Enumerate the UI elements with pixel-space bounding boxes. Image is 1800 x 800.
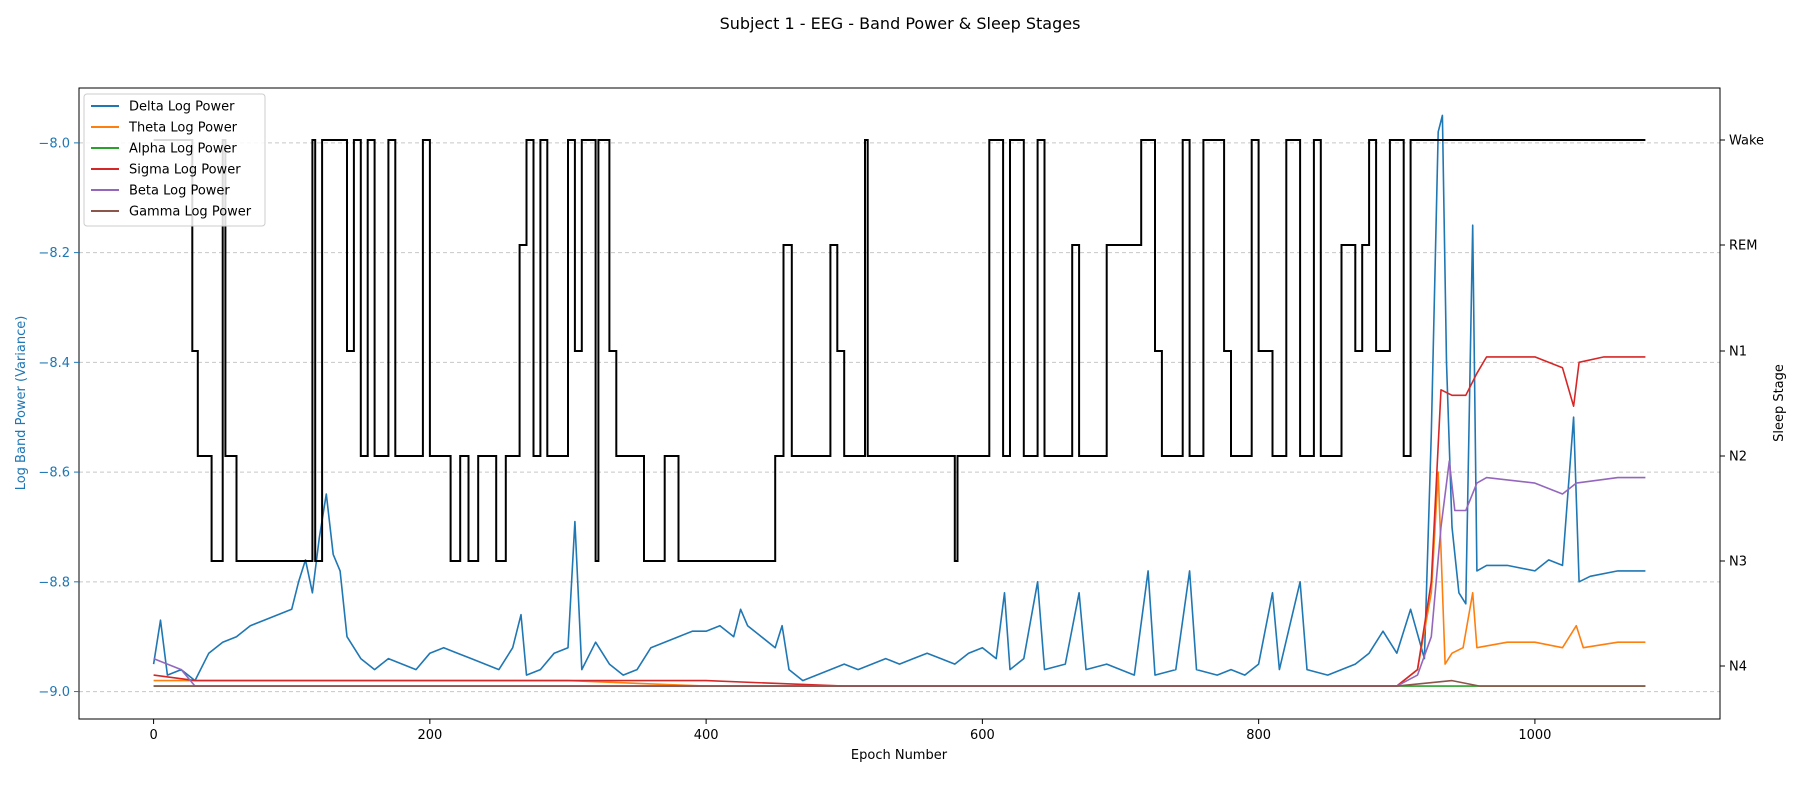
y-axis-left-label: Log Band Power (Variance) — [14, 316, 29, 491]
plot-frame — [78, 87, 1721, 720]
x-tick-label-600: 600 — [970, 728, 995, 743]
y-axis-right: Wake REM N1 N2 N3 N4 — [1720, 134, 1764, 675]
grid-lines — [79, 142, 1720, 693]
series-line-beta — [153, 460, 1646, 687]
series-line-gamma — [153, 679, 1646, 687]
series-line-theta — [153, 471, 1646, 687]
sleep-stage-line — [153, 139, 1646, 562]
series-line-delta — [152, 114, 1646, 682]
legend-box — [83, 93, 266, 227]
y-right-tick-label-n1: N1 — [1729, 345, 1747, 360]
legend-label-sigma: Sigma Log Power — [129, 163, 241, 178]
y-right-tick-label-wake: Wake — [1729, 134, 1764, 149]
x-tick-label-400: 400 — [694, 728, 719, 743]
legend-label-beta: Beta Log Power — [129, 184, 230, 199]
y-left-tick-label-0: −9.0 — [38, 685, 70, 700]
chart-title: Subject 1 - EEG - Band Power & Sleep Sta… — [720, 14, 1081, 33]
sleep-stage-step-line — [153, 139, 1646, 562]
x-axis: 0 200 400 600 800 1000 — [149, 719, 1551, 743]
y-right-tick-label-n2: N2 — [1729, 450, 1747, 465]
x-axis-label: Epoch Number — [851, 748, 948, 763]
x-tick-label-0: 0 — [149, 728, 157, 743]
x-tick-label-1000: 1000 — [1518, 728, 1551, 743]
y-left-tick-label-4: −8.2 — [38, 246, 70, 261]
legend-label-alpha: Alpha Log Power — [129, 142, 237, 157]
y-axis-left: −9.0 −8.8 −8.6 −8.4 −8.2 −8.0 — [38, 136, 79, 700]
x-tick-label-200: 200 — [417, 728, 442, 743]
y-left-tick-label-2: −8.6 — [38, 466, 70, 481]
y-left-tick-label-3: −8.4 — [38, 356, 70, 371]
y-left-tick-label-5: −8.0 — [38, 136, 70, 151]
legend: Delta Log Power Theta Log Power Alpha Log … — [83, 93, 266, 227]
series-line-sigma — [153, 356, 1646, 687]
y-axis-right-label: Sleep Stage — [1772, 364, 1787, 442]
legend-label-theta: Theta Log Power — [128, 121, 238, 136]
y-right-tick-label-rem: REM — [1729, 239, 1757, 254]
legend-label-delta: Delta Log Power — [129, 100, 235, 115]
series-lines — [152, 114, 1646, 687]
y-right-tick-label-n4: N4 — [1729, 660, 1747, 675]
y-right-tick-label-n3: N3 — [1729, 555, 1747, 570]
x-tick-label-800: 800 — [1246, 728, 1271, 743]
legend-label-gamma: Gamma Log Power — [129, 205, 252, 220]
y-left-tick-label-1: −8.8 — [38, 575, 70, 590]
